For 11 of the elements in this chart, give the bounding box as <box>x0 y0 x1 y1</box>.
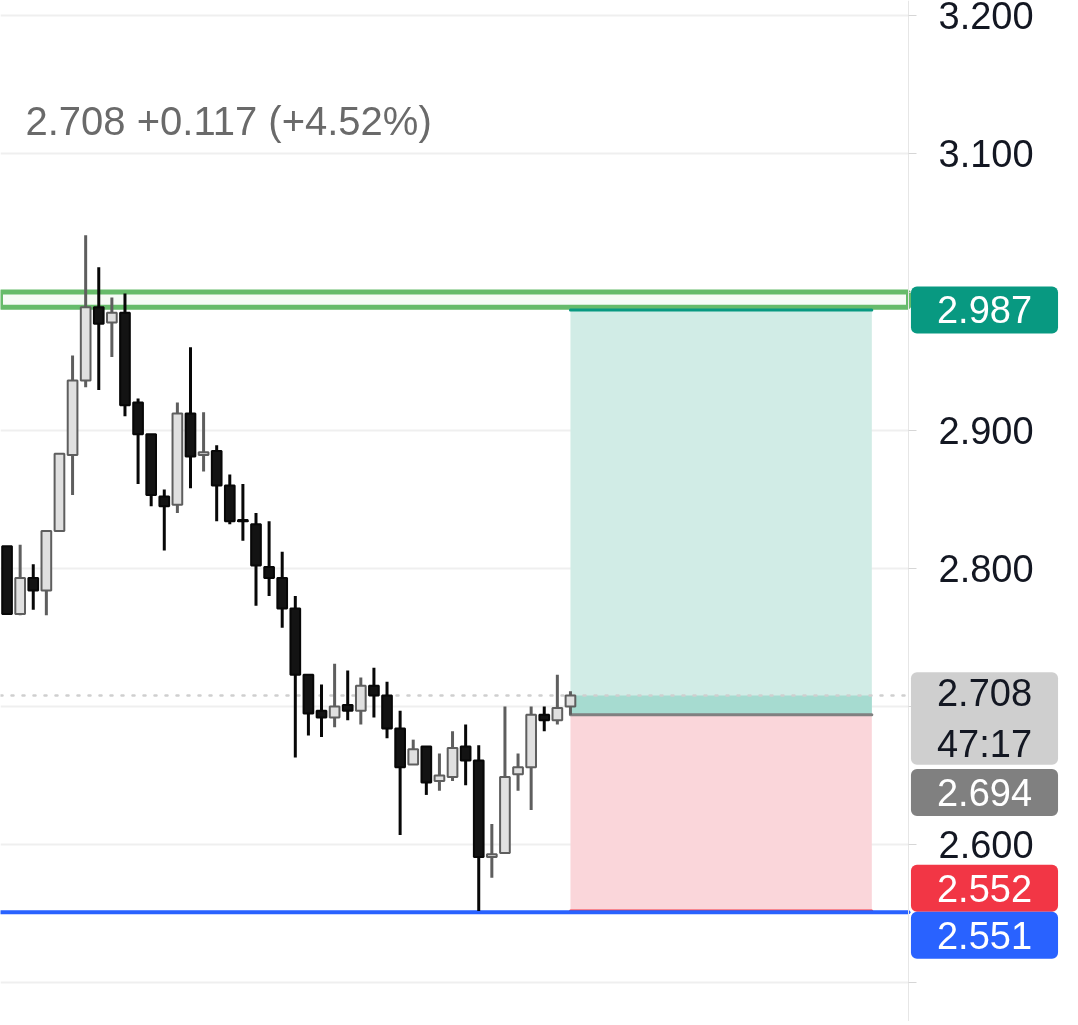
y-tick-label: 3.200 <box>938 0 1034 38</box>
ref-line-label: 2.987 <box>936 289 1033 332</box>
ref-line-label: 2.552 <box>936 867 1033 910</box>
text: 2.708 +0.117 (+4.52%) <box>25 98 432 143</box>
y-tick-label: 2.600 <box>938 824 1034 867</box>
ref-line-label: 2.551 <box>936 914 1033 957</box>
ref-line-label: 2.694 <box>936 771 1033 814</box>
y-tick-label: 2.900 <box>938 409 1034 452</box>
ref-line-label: 2.708 47:17 <box>936 672 1033 765</box>
y-tick-label: 3.100 <box>938 133 1034 176</box>
y-tick-label: 2.800 <box>938 547 1034 590</box>
